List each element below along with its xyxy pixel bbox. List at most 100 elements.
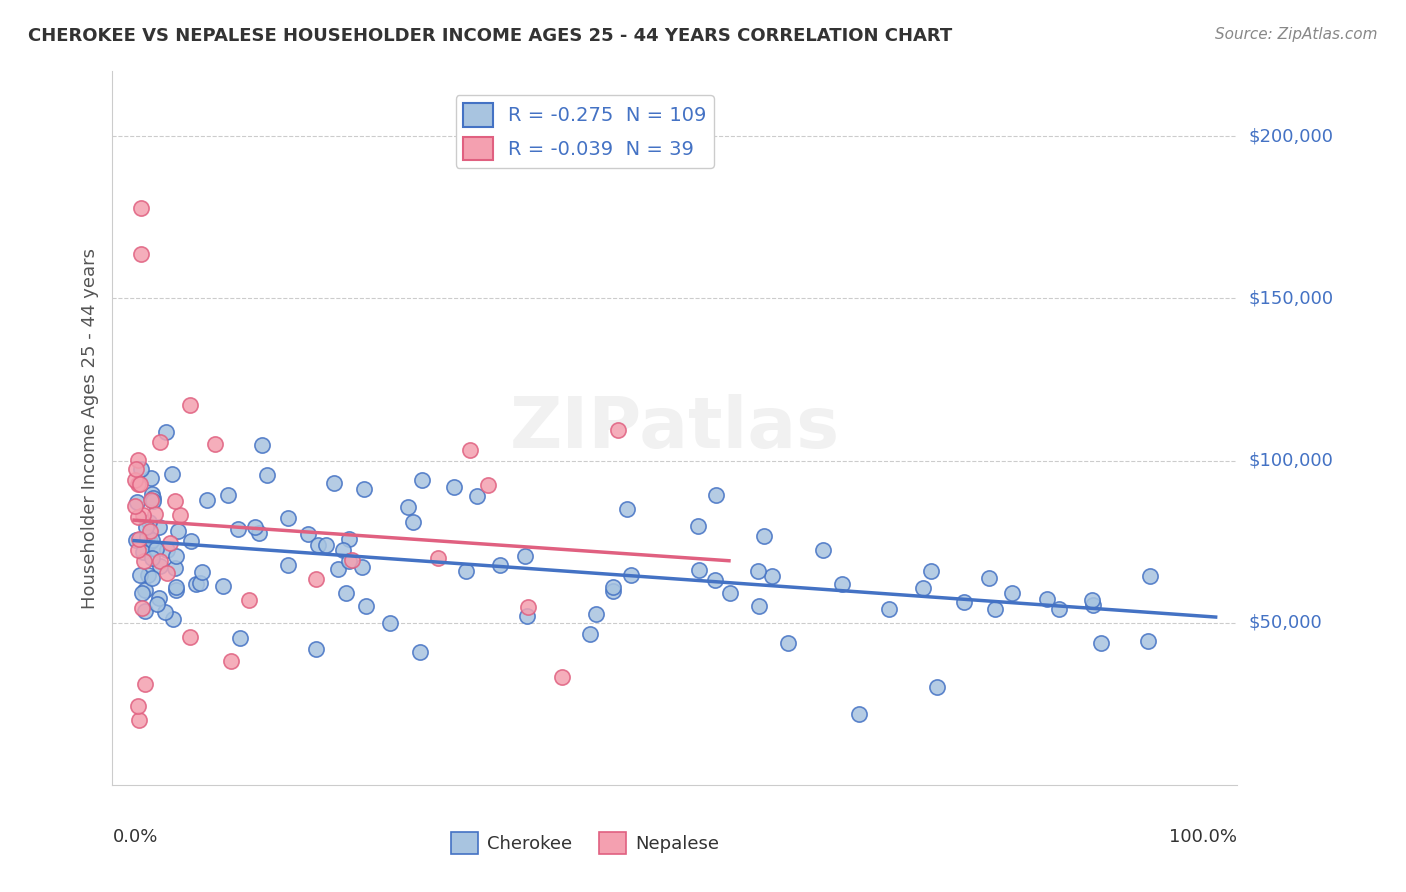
- Nepalese: [129, 477, 152, 491]
- Cherokee: [160, 467, 183, 482]
- Cherokee: [149, 558, 172, 573]
- Cherokee: [217, 488, 239, 502]
- Cherokee: [811, 543, 834, 558]
- Nepalese: [477, 478, 499, 492]
- Cherokee: [184, 576, 207, 591]
- Cherokee: [747, 564, 769, 578]
- Cherokee: [1080, 592, 1102, 607]
- Cherokee: [877, 602, 900, 616]
- Nepalese: [124, 474, 146, 488]
- Nepalese: [131, 508, 153, 522]
- Cherokee: [180, 533, 202, 548]
- Nepalese: [124, 500, 146, 514]
- Text: $200,000: $200,000: [1249, 128, 1333, 145]
- Nepalese: [141, 492, 163, 507]
- Text: $100,000: $100,000: [1249, 451, 1333, 469]
- Nepalese: [169, 508, 191, 522]
- Nepalese: [127, 510, 149, 524]
- Cherokee: [335, 586, 357, 600]
- Cherokee: [411, 473, 433, 487]
- Cherokee: [579, 627, 602, 641]
- Cherokee: [984, 602, 1007, 616]
- Nepalese: [128, 713, 150, 727]
- Cherokee: [752, 529, 775, 543]
- Cherokee: [135, 520, 157, 534]
- Cherokee: [141, 550, 163, 565]
- Text: 0.0%: 0.0%: [112, 828, 157, 846]
- Cherokee: [277, 558, 299, 572]
- Cherokee: [489, 558, 512, 572]
- Cherokee: [1081, 598, 1104, 612]
- Cherokee: [136, 568, 159, 582]
- Cherokee: [1035, 591, 1057, 606]
- Cherokee: [226, 523, 249, 537]
- Cherokee: [165, 549, 187, 563]
- Nepalese: [143, 507, 166, 521]
- Cherokee: [332, 542, 354, 557]
- Cherokee: [401, 516, 423, 530]
- Nepalese: [149, 554, 172, 568]
- Cherokee: [326, 562, 349, 576]
- Nepalese: [125, 462, 148, 476]
- Cherokee: [1090, 636, 1112, 650]
- Text: Source: ZipAtlas.com: Source: ZipAtlas.com: [1215, 27, 1378, 42]
- Cherokee: [297, 527, 319, 541]
- Cherokee: [920, 564, 942, 578]
- Cherokee: [134, 582, 156, 597]
- Cherokee: [127, 495, 149, 509]
- Cherokee: [166, 524, 188, 538]
- Cherokee: [616, 502, 638, 516]
- Cherokee: [245, 520, 267, 534]
- Cherokee: [848, 707, 870, 722]
- Nepalese: [238, 593, 260, 607]
- Cherokee: [138, 515, 160, 529]
- Nepalese: [606, 423, 628, 437]
- Nepalese: [134, 677, 156, 691]
- Cherokee: [165, 561, 187, 575]
- Cherokee: [585, 607, 607, 621]
- Nepalese: [127, 477, 149, 491]
- Cherokee: [602, 583, 624, 598]
- Nepalese: [127, 453, 149, 467]
- Nepalese: [159, 536, 181, 550]
- Cherokee: [252, 438, 274, 452]
- Cherokee: [350, 560, 373, 574]
- Cherokee: [148, 591, 170, 605]
- Cherokee: [688, 563, 710, 577]
- Cherokee: [142, 493, 165, 508]
- Cherokee: [620, 568, 643, 582]
- Cherokee: [337, 554, 360, 568]
- Nepalese: [129, 201, 152, 215]
- Cherokee: [129, 462, 152, 476]
- Cherokee: [315, 538, 337, 552]
- Cherokee: [354, 599, 377, 613]
- Cherokee: [145, 542, 167, 557]
- Cherokee: [191, 565, 214, 579]
- Nepalese: [131, 247, 153, 261]
- Cherokee: [953, 595, 976, 609]
- Nepalese: [127, 542, 149, 557]
- Cherokee: [131, 586, 153, 600]
- Cherokee: [142, 491, 165, 505]
- Cherokee: [129, 568, 152, 582]
- Y-axis label: Householder Income Ages 25 - 44 years: Householder Income Ages 25 - 44 years: [80, 248, 98, 608]
- Cherokee: [304, 641, 326, 656]
- Cherokee: [148, 520, 170, 534]
- Cherokee: [977, 571, 1000, 585]
- Cherokee: [166, 582, 188, 597]
- Cherokee: [156, 543, 179, 558]
- Text: $50,000: $50,000: [1249, 614, 1322, 632]
- Cherokee: [165, 580, 187, 594]
- Nepalese: [342, 553, 364, 567]
- Nepalese: [550, 670, 572, 684]
- Cherokee: [761, 568, 783, 582]
- Nepalese: [149, 434, 172, 449]
- Cherokee: [277, 511, 299, 525]
- Cherokee: [322, 475, 344, 490]
- Nepalese: [517, 599, 540, 614]
- Cherokee: [688, 518, 710, 533]
- Cherokee: [131, 545, 153, 559]
- Cherokee: [247, 525, 270, 540]
- Text: $150,000: $150,000: [1249, 289, 1333, 308]
- Cherokee: [141, 487, 163, 501]
